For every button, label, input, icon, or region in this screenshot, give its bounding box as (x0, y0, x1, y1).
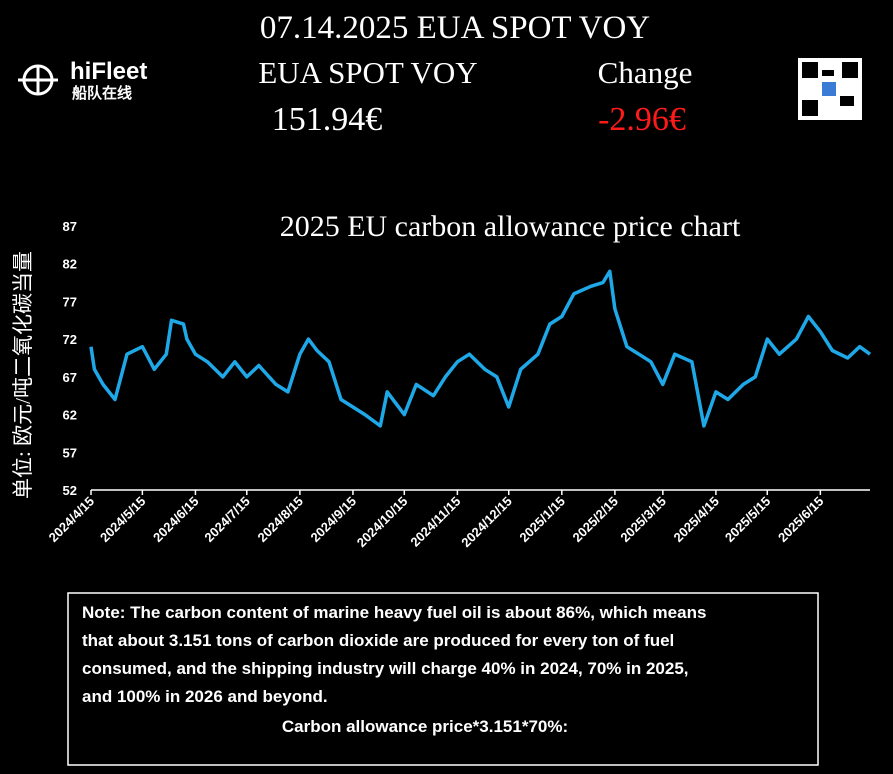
label-left: EUA SPOT VOY (258, 55, 477, 90)
note-line: that about 3.151 tons of carbon dioxide … (82, 631, 674, 650)
qr-block (840, 96, 854, 106)
label-right: Change (598, 55, 693, 90)
note-box (67, 592, 819, 766)
y-axis-label: 单位: 欧元/吨二氧化碳当量 (11, 251, 35, 499)
y-tick-label: 72 (63, 332, 77, 347)
logo (18, 64, 58, 96)
note-line: Note: The carbon content of marine heavy… (82, 603, 706, 622)
qr-center (822, 82, 836, 96)
y-tick-label: 77 (63, 294, 77, 309)
note-line: and 100% in 2026 and beyond. (82, 687, 328, 706)
change: -2.96€ (598, 101, 686, 138)
y-tick-label: 67 (63, 370, 77, 385)
price-line (89, 269, 872, 428)
qr-code (798, 58, 862, 120)
note-formula: Carbon allowance price*3.151*70%: (282, 717, 568, 736)
y-tick-label: 62 (63, 408, 77, 423)
qr-block (802, 100, 818, 116)
brand-sub: 船队在线 (72, 84, 132, 102)
y-tick-label: 82 (63, 257, 77, 272)
y-tick-label: 52 (63, 483, 77, 498)
chart-title: 2025 EU carbon allowance price chart (280, 210, 741, 243)
header-title: 07.14.2025 EUA SPOT VOY (260, 10, 650, 46)
price: 151.94€ (272, 101, 383, 138)
qr-block (822, 70, 834, 76)
note-line: consumed, and the shipping industry will… (82, 659, 689, 678)
y-tick-label: 87 (63, 219, 77, 234)
qr-block (802, 62, 818, 78)
brand: hiFleet (70, 58, 147, 85)
y-tick-label: 57 (63, 445, 77, 460)
qr-block (842, 62, 858, 78)
